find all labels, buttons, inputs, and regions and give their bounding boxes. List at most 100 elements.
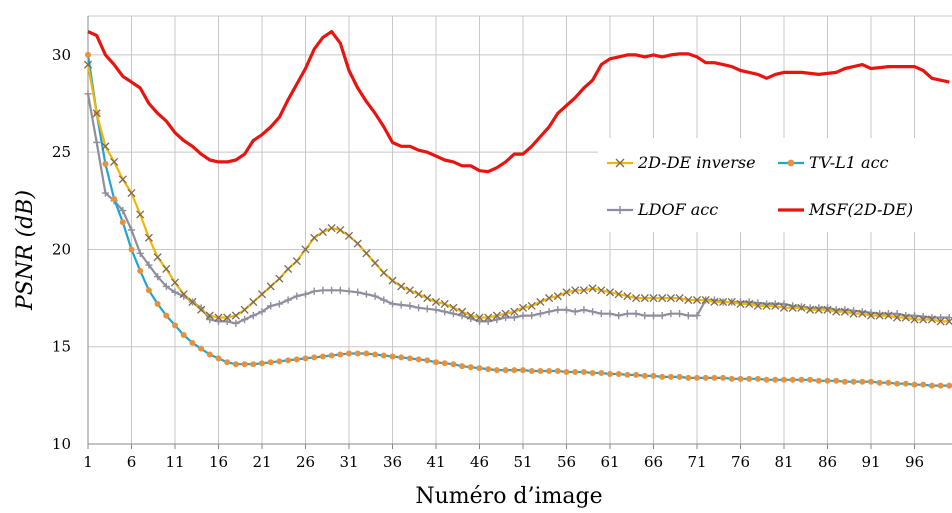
data-point xyxy=(798,376,805,383)
data-point xyxy=(92,109,101,118)
legend-swatch-marker xyxy=(616,206,624,214)
data-point xyxy=(527,301,536,310)
x-tick-label: 16 xyxy=(209,453,228,471)
x-tick-label: 26 xyxy=(296,453,315,471)
data-point xyxy=(328,286,336,294)
data-point xyxy=(136,210,145,219)
data-point xyxy=(328,352,335,359)
legend-entry-2d-de-inverse: 2D-DE inverse xyxy=(607,153,756,172)
data-point xyxy=(572,369,579,376)
data-point xyxy=(101,189,109,197)
data-point xyxy=(144,233,153,242)
data-point xyxy=(571,286,580,295)
data-point xyxy=(788,303,797,312)
data-point xyxy=(781,376,787,383)
data-point xyxy=(179,290,188,299)
data-point xyxy=(388,276,397,285)
data-point xyxy=(101,142,110,151)
data-point xyxy=(111,195,118,202)
data-point xyxy=(458,307,467,316)
x-tick-label: 21 xyxy=(252,453,271,471)
data-point xyxy=(607,370,613,377)
data-point xyxy=(650,372,657,379)
data-point xyxy=(466,311,475,320)
data-point xyxy=(267,302,275,310)
data-point xyxy=(275,300,283,308)
data-point xyxy=(771,301,780,310)
x-tick-label: 6 xyxy=(127,453,137,471)
y-tick-label: 25 xyxy=(52,143,71,161)
data-point xyxy=(475,313,484,322)
data-point xyxy=(127,188,136,198)
data-point xyxy=(868,378,874,385)
data-point xyxy=(901,313,910,322)
data-point xyxy=(641,312,649,320)
data-point xyxy=(415,356,422,363)
data-point xyxy=(397,282,406,291)
data-point xyxy=(684,295,693,305)
data-point xyxy=(292,257,301,266)
data-point xyxy=(485,366,492,373)
data-point xyxy=(840,307,849,316)
data-point xyxy=(571,308,579,316)
data-point xyxy=(615,370,622,377)
x-tick-label: 36 xyxy=(383,453,402,471)
data-point xyxy=(319,353,326,360)
data-point xyxy=(154,300,161,307)
data-point xyxy=(285,357,292,364)
data-point xyxy=(276,358,283,365)
data-point xyxy=(223,313,232,322)
data-point xyxy=(170,278,180,287)
data-point xyxy=(875,311,884,320)
data-point xyxy=(128,246,135,253)
data-point xyxy=(814,305,823,314)
data-point xyxy=(371,259,380,268)
data-point xyxy=(311,354,318,361)
x-tick-label: 76 xyxy=(731,453,750,471)
data-point xyxy=(606,310,614,318)
legend-entry-tv-l1-acc: TV-L1 acc xyxy=(778,153,889,172)
data-point xyxy=(885,379,892,386)
data-point xyxy=(93,138,101,147)
data-point xyxy=(302,355,309,362)
x-tick-label: 91 xyxy=(861,453,880,471)
data-point xyxy=(893,313,902,322)
data-point xyxy=(728,375,735,382)
data-point xyxy=(257,290,267,299)
legend-swatch-marker xyxy=(615,158,625,168)
legend-label: LDOF acc xyxy=(637,200,718,219)
data-point xyxy=(102,160,109,167)
data-point xyxy=(284,296,292,304)
data-point xyxy=(153,253,162,262)
series-line xyxy=(86,54,950,387)
data-point xyxy=(450,361,457,368)
data-point xyxy=(259,360,265,367)
legend: 2D-DE inverse TV-L1 acc LDOF acc MSF(2D-DE) xyxy=(598,138,952,232)
x-tick-label: 61 xyxy=(600,453,619,471)
data-point xyxy=(745,299,754,308)
data-point xyxy=(614,290,623,299)
data-point xyxy=(666,294,675,303)
data-point xyxy=(363,350,370,357)
data-point xyxy=(266,282,275,291)
legend-entry-ldof-acc: LDOF acc xyxy=(607,200,718,219)
data-point xyxy=(902,380,909,387)
data-point xyxy=(633,371,640,378)
data-point xyxy=(372,351,379,358)
data-point xyxy=(720,374,727,381)
series-line xyxy=(87,30,950,174)
data-point xyxy=(563,369,570,376)
data-point xyxy=(249,312,257,320)
data-point xyxy=(388,300,397,308)
y-tick-label: 20 xyxy=(52,240,71,258)
data-point xyxy=(362,249,371,258)
data-point xyxy=(310,287,318,295)
data-point xyxy=(659,373,666,380)
data-point xyxy=(667,373,674,380)
data-point xyxy=(927,315,936,324)
x-tick-label: 71 xyxy=(687,453,706,471)
data-point xyxy=(580,369,587,376)
data-point xyxy=(937,382,944,389)
data-point xyxy=(415,304,423,312)
data-point xyxy=(441,308,449,316)
